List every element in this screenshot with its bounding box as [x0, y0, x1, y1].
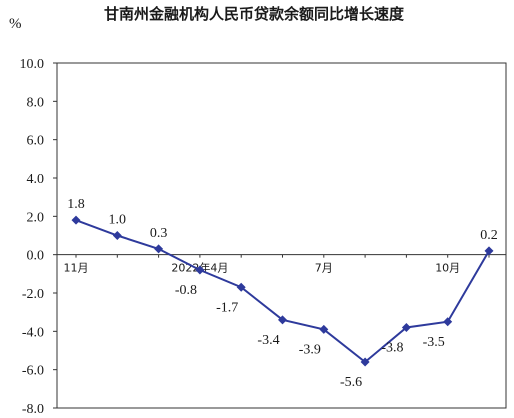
- data-point: [401, 323, 411, 332]
- data-point: [443, 317, 453, 327]
- data-label: -0.8: [175, 283, 197, 298]
- data-label: 0.3: [150, 226, 168, 241]
- plot-area-frame: [56, 62, 507, 409]
- y-tick-label: 6.0: [27, 134, 45, 149]
- data-point: [154, 244, 164, 254]
- y-axis: 10.0 8.0 6.0 4.0 2.0 0.0 -2.0 -4.0 -6.0 -8.0: [20, 57, 57, 417]
- data-point: [112, 231, 122, 240]
- y-tick-label: -4.0: [22, 325, 44, 340]
- y-tick-label: 0.0: [27, 249, 45, 264]
- x-tick-label: 7月: [315, 262, 333, 275]
- chart-title: 甘南州金融机构人民币贷款余额同比增长速度: [104, 5, 405, 23]
- data-label: 0.2: [480, 228, 498, 243]
- data-point: [360, 357, 370, 367]
- y-tick-label: 10.0: [20, 57, 45, 72]
- data-label: 1.8: [67, 197, 85, 212]
- y-axis-unit: %: [9, 16, 22, 32]
- x-tick-label: 10月: [435, 262, 460, 275]
- y-tick-label: -6.0: [22, 364, 44, 379]
- x-axis: 11月2022年4月7月10月: [57, 254, 506, 275]
- data-label: -3.5: [423, 335, 445, 350]
- y-tick-label: -8.0: [22, 402, 44, 417]
- data-label: -3.9: [299, 342, 321, 357]
- y-tick-label: -2.0: [22, 287, 44, 302]
- series-layer: 1.8 1.0 0.3 -0.8 -1.7 -3.4 -3.9 -5.6 -3.8 -3.5 0.2: [67, 197, 498, 390]
- data-point: [484, 246, 494, 256]
- data-point: [71, 215, 81, 225]
- data-label: -3.4: [257, 333, 279, 348]
- data-point: [195, 265, 205, 275]
- data-label: 1.0: [109, 213, 127, 228]
- data-label: -5.6: [340, 375, 362, 390]
- data-point: [236, 282, 246, 292]
- y-tick-label: 8.0: [27, 95, 45, 110]
- x-tick-label: 11月: [64, 262, 89, 275]
- data-label: -1.7: [216, 300, 238, 315]
- y-tick-label: 4.0: [27, 172, 45, 187]
- y-tick-label: 2.0: [27, 210, 45, 225]
- data-point: [278, 315, 287, 325]
- data-label: -3.8: [381, 341, 403, 356]
- data-point: [319, 324, 329, 334]
